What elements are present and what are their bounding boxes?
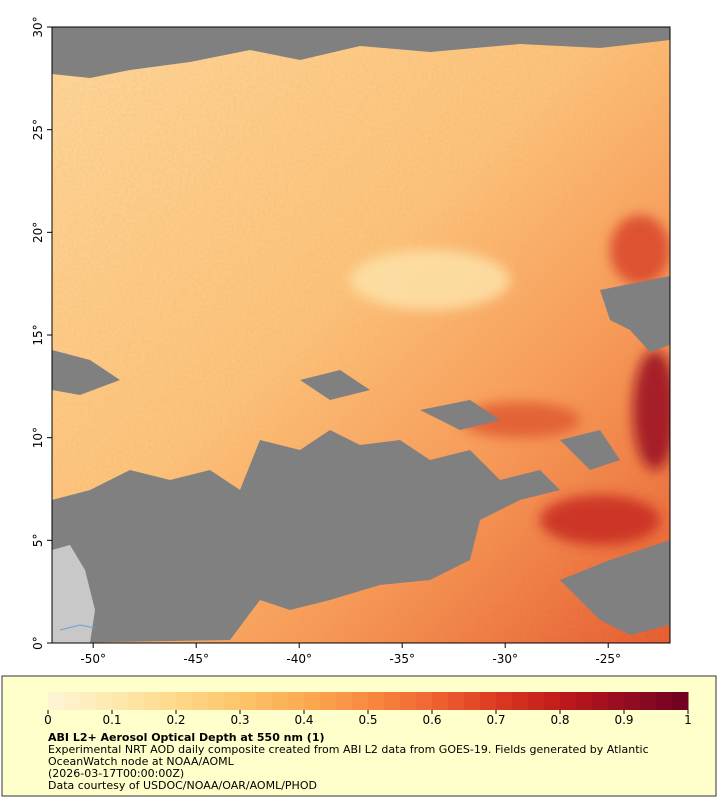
colorbar-tick-label: 0 — [44, 713, 52, 727]
colorbar-swatch — [480, 692, 497, 710]
colorbar-swatch — [64, 692, 81, 710]
colorbar-swatch — [144, 692, 161, 710]
colorbar-swatch — [512, 692, 529, 710]
y-tick-label: 10° — [31, 427, 45, 448]
colorbar-swatch — [128, 692, 145, 710]
colorbar-swatch — [672, 692, 689, 710]
colorbar-swatch — [176, 692, 193, 710]
x-tick-label: -40° — [286, 652, 312, 666]
y-tick-label: 5° — [31, 534, 45, 548]
colorbar-swatch — [192, 692, 209, 710]
colorbar-swatch — [352, 692, 369, 710]
colorbar-tick-label: 0.5 — [358, 713, 377, 727]
y-tick-label: 20° — [31, 222, 45, 243]
colorbar-swatch — [256, 692, 273, 710]
x-tick-label: -35° — [389, 652, 415, 666]
x-tick-label: -30° — [492, 652, 518, 666]
colorbar-swatch — [336, 692, 353, 710]
colorbar-tick-label: 0.1 — [102, 713, 121, 727]
colorbar-tick-label: 0.3 — [230, 713, 249, 727]
colorbar-tick-label: 1 — [684, 713, 692, 727]
colorbar-swatch — [560, 692, 577, 710]
colorbar-swatch — [624, 692, 641, 710]
colorbar-swatch — [464, 692, 481, 710]
caption-title: ABI L2+ Aerosol Optical Depth at 550 nm … — [48, 731, 325, 744]
colorbar-swatch — [112, 692, 129, 710]
colorbar-swatch — [304, 692, 321, 710]
colorbar-tick-label: 0.2 — [166, 713, 185, 727]
y-tick-label: 0° — [31, 636, 45, 650]
caption: ABI L2+ Aerosol Optical Depth at 550 nm … — [48, 732, 688, 792]
colorbar-swatch — [608, 692, 625, 710]
colorbar-tick-label: 0.6 — [422, 713, 441, 727]
colorbar-swatch — [368, 692, 385, 710]
colorbar-swatch — [496, 692, 513, 710]
colorbar-swatch — [320, 692, 337, 710]
colorbar-swatch — [384, 692, 401, 710]
colorbar-swatch — [96, 692, 113, 710]
x-tick-label: -25° — [595, 652, 621, 666]
colorbar-swatch — [288, 692, 305, 710]
colorbar-swatch — [640, 692, 657, 710]
colorbar-tick-label: 0.8 — [550, 713, 569, 727]
colorbar-swatch — [432, 692, 449, 710]
colorbar-tick-label: 0.7 — [486, 713, 505, 727]
x-tick-label: -50° — [80, 652, 106, 666]
colorbar-swatch — [160, 692, 177, 710]
colorbar-swatch — [592, 692, 609, 710]
colorbar-tick-label: 0.9 — [614, 713, 633, 727]
y-tick-label: 25° — [31, 119, 45, 140]
x-tick-label: -45° — [183, 652, 209, 666]
colorbar-swatch — [80, 692, 97, 710]
colorbar-swatch — [48, 692, 65, 710]
colorbar-swatch — [272, 692, 289, 710]
aod-map — [52, 27, 670, 643]
colorbar-swatch — [208, 692, 225, 710]
colorbar-swatch — [576, 692, 593, 710]
caption-description: Experimental NRT AOD daily composite cre… — [48, 743, 649, 768]
colorbar-swatch — [544, 692, 561, 710]
colorbar-swatch — [528, 692, 545, 710]
y-tick-label: 15° — [31, 324, 45, 345]
colorbar-swatch — [448, 692, 465, 710]
y-tick-label: 30° — [31, 16, 45, 37]
colorbar-swatch — [400, 692, 417, 710]
colorbar-swatch — [416, 692, 433, 710]
colorbar-swatch — [224, 692, 241, 710]
colorbar-tick-label: 0.4 — [294, 713, 313, 727]
caption-timestamp: (2026-03-17T00:00:00Z) — [48, 767, 185, 780]
colorbar-swatch — [656, 692, 673, 710]
caption-credit: Data courtesy of USDOC/NOAA/OAR/AOML/PHO… — [48, 779, 317, 792]
colorbar-swatch — [240, 692, 257, 710]
